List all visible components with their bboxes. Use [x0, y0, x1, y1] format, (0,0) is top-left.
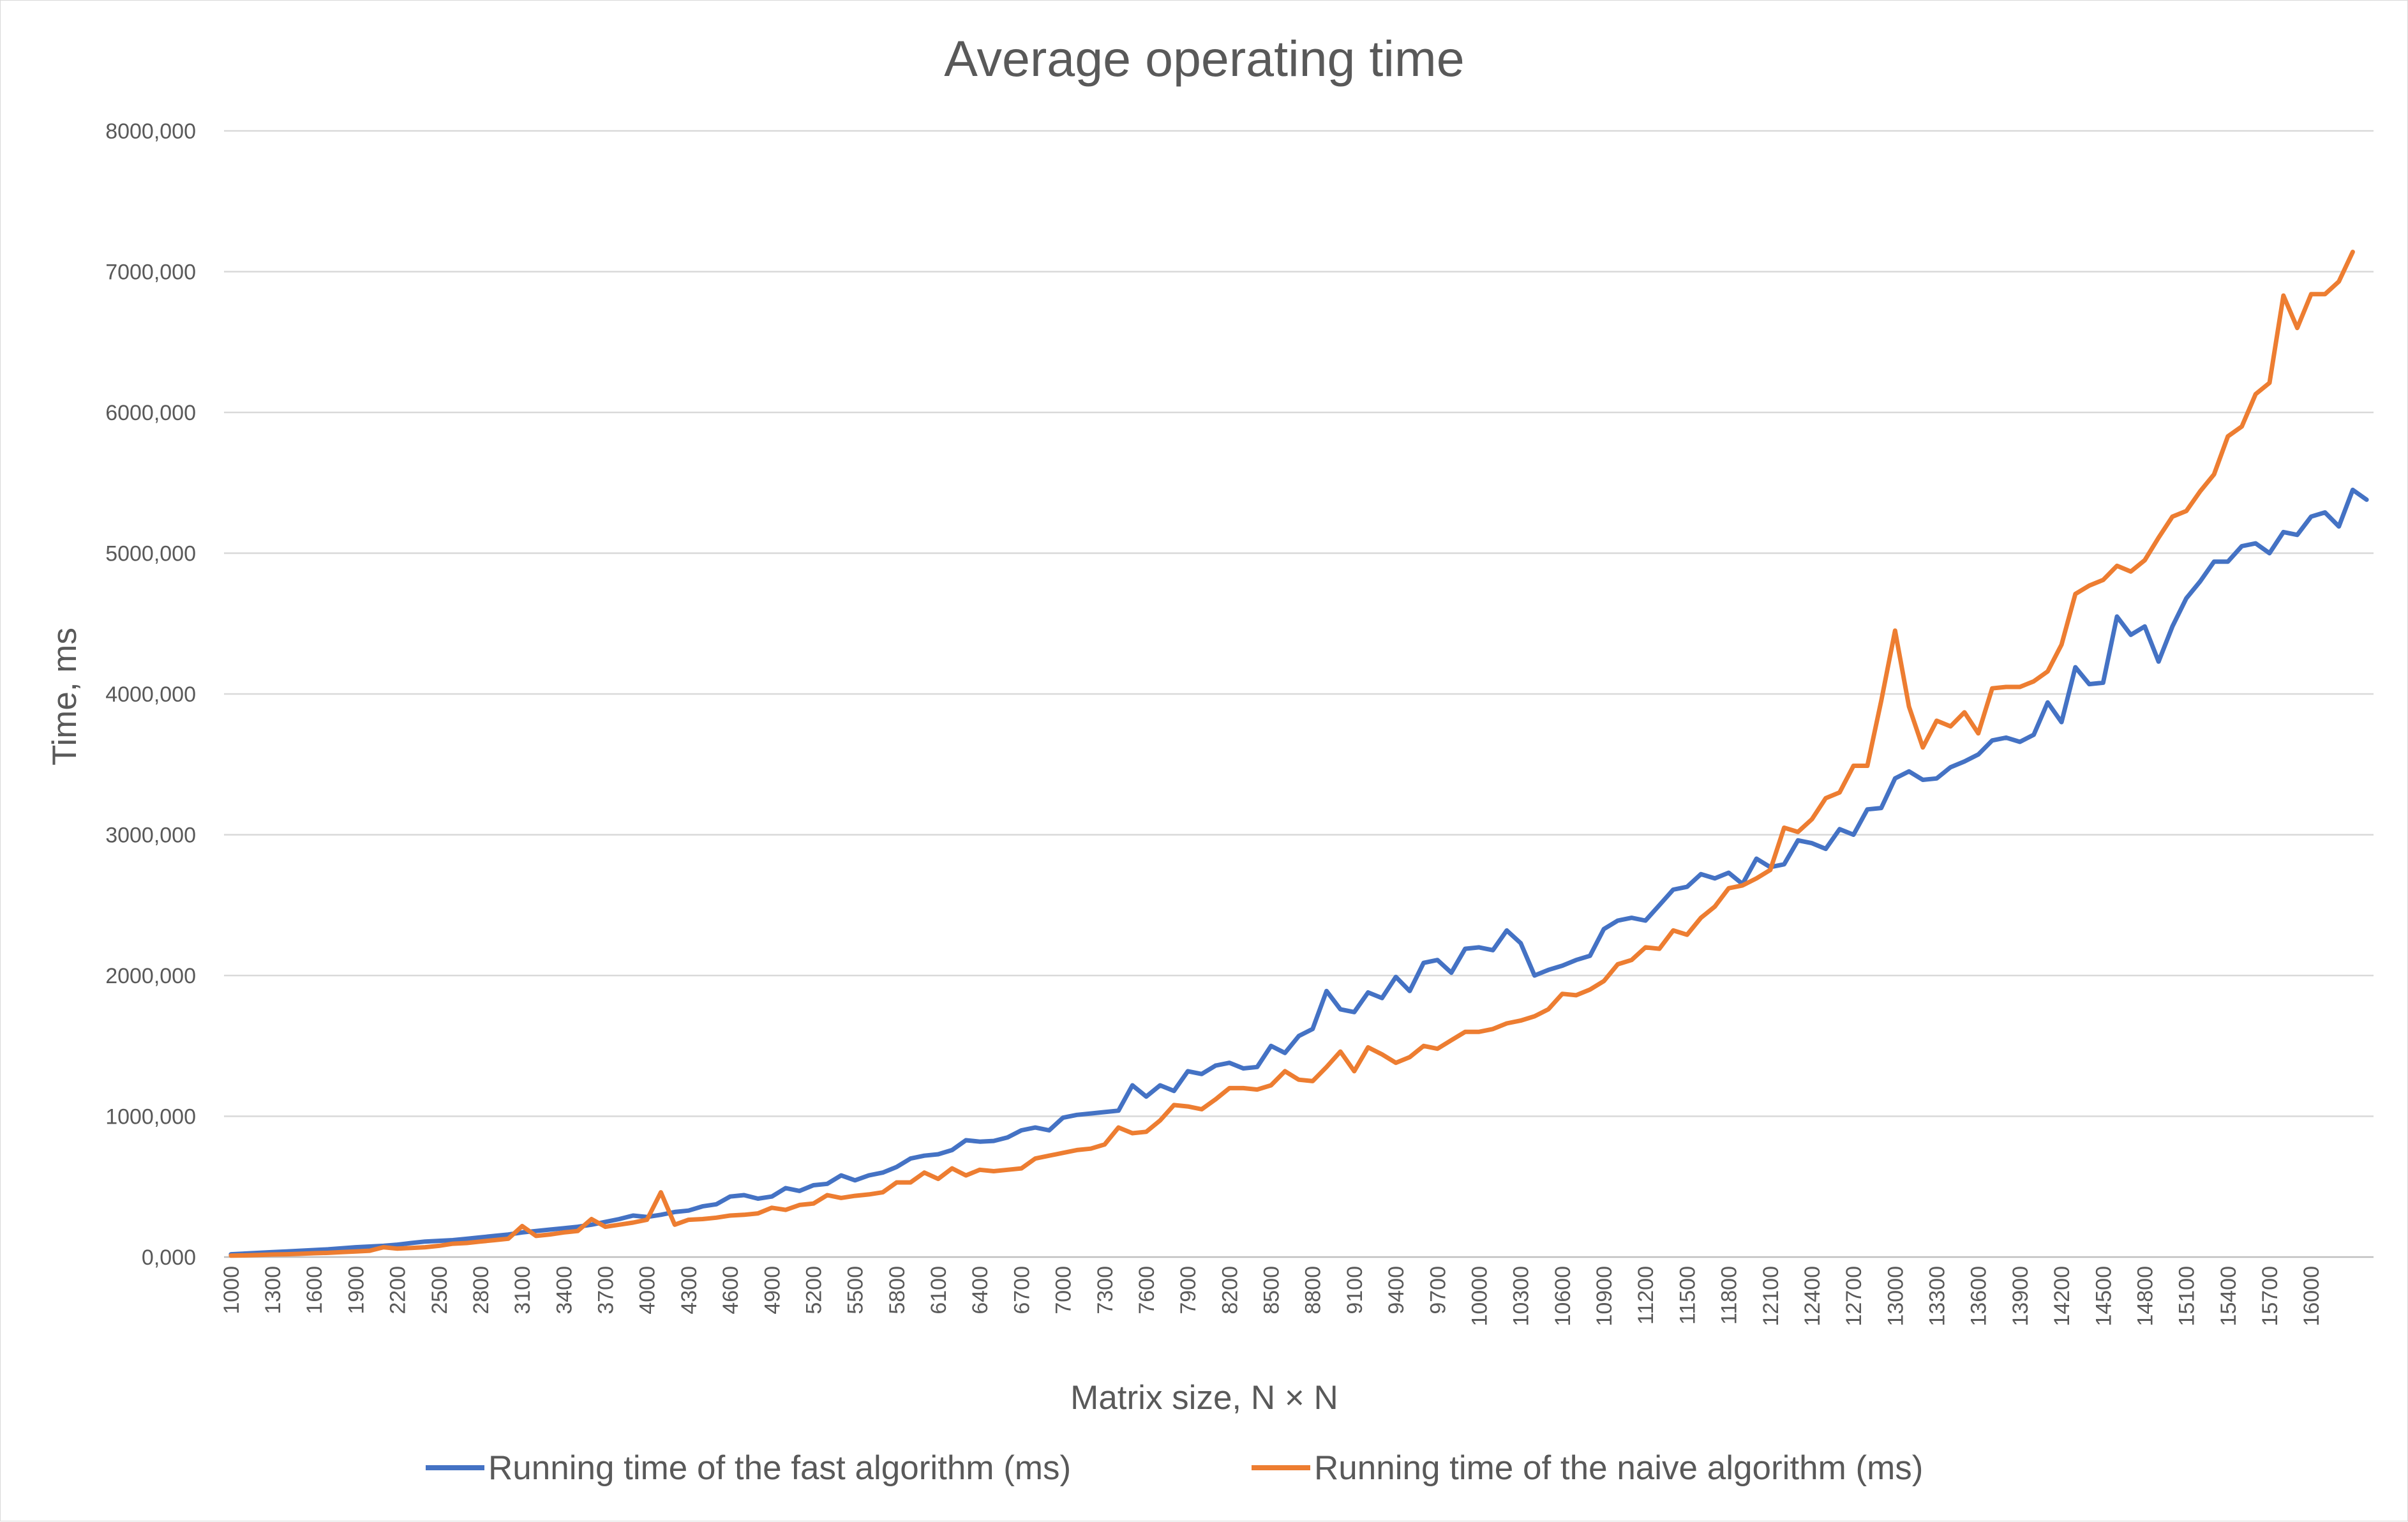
- x-tick-label: 6700: [1010, 1266, 1034, 1315]
- legend-item-naive[interactable]: Running time of the naive algorithm (ms): [1252, 1449, 1923, 1487]
- y-tick-label: 6000,000: [105, 401, 196, 425]
- x-tick-label: 1300: [261, 1266, 285, 1315]
- x-tick-label: 7900: [1176, 1266, 1200, 1315]
- x-tick-label: 11200: [1634, 1266, 1658, 1325]
- x-tick-label: 13900: [2008, 1266, 2033, 1327]
- x-tick-label: 11500: [1675, 1266, 1700, 1325]
- x-tick-label: 14500: [2091, 1266, 2116, 1327]
- x-tick-label: 10900: [1592, 1266, 1617, 1327]
- x-tick-label: 4900: [760, 1266, 784, 1315]
- x-tick-label: 8800: [1301, 1266, 1326, 1315]
- x-tick-label: 2800: [469, 1266, 493, 1315]
- x-axis-tick-labels: 1000 1300 1600 1900 2200 2500 2800 3100 3400 3700…: [220, 1266, 2324, 1327]
- y-tick-label: 8000,000: [105, 119, 196, 144]
- x-tick-label: 6100: [927, 1266, 951, 1315]
- x-tick-label: 8200: [1218, 1266, 1242, 1315]
- x-tick-label: 1600: [303, 1266, 327, 1315]
- x-tick-label: 4000: [636, 1266, 660, 1315]
- y-axis-tick-labels: 0,000 1000,000 2000,000 3000,000 4000,000 500…: [105, 119, 196, 1270]
- x-tick-label: 12100: [1759, 1266, 1783, 1327]
- x-tick-label: 15400: [2217, 1266, 2241, 1327]
- x-tick-label: 11800: [1717, 1266, 1742, 1325]
- y-tick-label: 1000,000: [105, 1105, 196, 1129]
- x-tick-label: 13300: [1926, 1266, 1950, 1327]
- series-line-fast: [228, 487, 2369, 1257]
- x-tick-label: 3400: [552, 1266, 576, 1315]
- x-tick-label: 10000: [1467, 1266, 1492, 1327]
- x-tick-label: 12700: [1842, 1266, 1866, 1327]
- y-axis-title: Time, ms: [46, 628, 84, 765]
- gridlines: [224, 130, 2374, 1117]
- x-tick-label: 14800: [2133, 1266, 2157, 1327]
- y-tick-label: 0,000: [142, 1246, 196, 1270]
- y-tick-label: 7000,000: [105, 260, 196, 285]
- x-tick-label: 5500: [844, 1266, 868, 1315]
- legend-label-naive: Running time of the naive algorithm (ms): [1314, 1449, 1923, 1487]
- x-axis-title: Matrix size, N × N: [1070, 1379, 1338, 1417]
- x-tick-label: 13000: [1883, 1266, 1908, 1327]
- x-tick-label: 1000: [220, 1266, 244, 1315]
- x-tick-label: 4600: [719, 1266, 743, 1315]
- y-tick-label: 4000,000: [105, 682, 196, 707]
- x-tick-label: 10600: [1551, 1266, 1575, 1327]
- x-tick-label: 4300: [677, 1266, 701, 1315]
- x-tick-label: 6400: [968, 1266, 992, 1315]
- legend-label-fast: Running time of the fast algorithm (ms): [488, 1449, 1071, 1487]
- series-line-naive: [228, 250, 2355, 1258]
- x-tick-label: 9400: [1384, 1266, 1409, 1315]
- chart-title: Average operating time: [944, 30, 1464, 87]
- x-tick-label: 10300: [1509, 1266, 1534, 1327]
- x-tick-label: 5800: [885, 1266, 909, 1315]
- legend: Running time of the fast algorithm (ms) …: [426, 1449, 1923, 1487]
- x-tick-label: 3100: [511, 1266, 535, 1315]
- y-tick-label: 5000,000: [105, 542, 196, 566]
- x-tick-label: 12400: [1800, 1266, 1825, 1327]
- x-tick-label: 15700: [2258, 1266, 2282, 1327]
- x-tick-label: 9700: [1426, 1266, 1450, 1315]
- x-tick-label: 1900: [344, 1266, 368, 1315]
- x-tick-label: 7600: [1135, 1266, 1159, 1315]
- x-tick-label: 7300: [1093, 1266, 1118, 1315]
- series-lines: [228, 250, 2369, 1258]
- legend-item-fast[interactable]: Running time of the fast algorithm (ms): [426, 1449, 1071, 1487]
- x-tick-label: 2500: [428, 1266, 452, 1315]
- x-tick-label: 3700: [594, 1266, 618, 1315]
- x-tick-label: 2200: [386, 1266, 410, 1315]
- x-tick-label: 14200: [2050, 1266, 2074, 1327]
- y-tick-label: 3000,000: [105, 824, 196, 848]
- x-tick-label: 7000: [1052, 1266, 1076, 1315]
- x-tick-label: 8500: [1260, 1266, 1284, 1315]
- x-tick-label: 9100: [1343, 1266, 1367, 1315]
- x-tick-label: 15100: [2175, 1266, 2199, 1327]
- x-tick-label: 13600: [1967, 1266, 1991, 1327]
- x-tick-label: 5200: [802, 1266, 826, 1315]
- y-tick-label: 2000,000: [105, 964, 196, 988]
- x-tick-label: 16000: [2300, 1266, 2324, 1327]
